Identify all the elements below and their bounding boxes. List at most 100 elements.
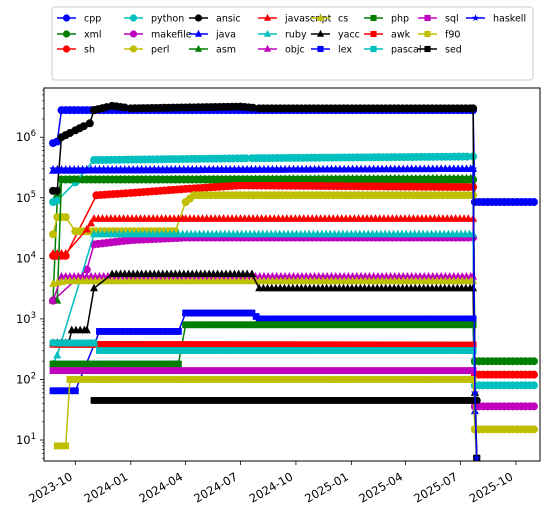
- data-point: [329, 321, 337, 329]
- data-point: [82, 164, 91, 173]
- data-point: [390, 164, 399, 173]
- data-point: [529, 402, 538, 411]
- data-point: [121, 347, 129, 354]
- data-point: [96, 367, 103, 374]
- data-point: [283, 321, 291, 329]
- data-point: [209, 164, 218, 173]
- data-point: [162, 397, 170, 404]
- data-point: [163, 360, 171, 368]
- data-point: [239, 341, 247, 349]
- data-point: [229, 397, 237, 404]
- data-point: [404, 367, 411, 374]
- data-point: [129, 376, 137, 383]
- data-point: [96, 376, 103, 383]
- data-point: [277, 367, 285, 374]
- data-point: [450, 376, 458, 383]
- data-point: [445, 164, 454, 173]
- data-point: [129, 367, 137, 374]
- data-point: [245, 321, 253, 329]
- data-point: [365, 315, 373, 323]
- data-point: [70, 376, 78, 383]
- data-point: [167, 376, 175, 383]
- data-point: [184, 164, 193, 173]
- data-point: [469, 104, 478, 113]
- data-point: [306, 347, 314, 354]
- data-point: [416, 376, 424, 383]
- data-point: [437, 315, 444, 323]
- data-point: [66, 339, 74, 347]
- data-point: [218, 367, 226, 374]
- data-point: [125, 376, 133, 383]
- data-point: [224, 321, 232, 329]
- legend-label: java: [215, 30, 236, 41]
- data-point: [231, 347, 238, 354]
- legend-label: xml: [84, 30, 102, 41]
- data-point: [353, 341, 361, 349]
- data-point: [340, 367, 348, 374]
- data-point: [317, 321, 325, 329]
- data-point: [332, 367, 340, 374]
- legend-label: haskell: [493, 14, 526, 25]
- y-tick-label: 105: [16, 190, 36, 205]
- data-point: [171, 367, 179, 374]
- data-point: [166, 397, 174, 404]
- data-point: [395, 341, 403, 349]
- data-point: [138, 376, 146, 383]
- data-point: [377, 397, 385, 404]
- data-point: [201, 367, 209, 374]
- data-point: [348, 315, 356, 323]
- data-point: [159, 328, 167, 335]
- data-point: [466, 397, 473, 404]
- data-point: [209, 341, 217, 349]
- data-point: [134, 360, 141, 368]
- data-point: [174, 328, 182, 335]
- data-point: [449, 397, 457, 404]
- data-point: [402, 397, 410, 404]
- data-point: [174, 397, 182, 404]
- data-point: [370, 341, 378, 349]
- data-point: [298, 341, 306, 349]
- data-point: [272, 315, 280, 323]
- data-point: [159, 347, 167, 354]
- data-point: [404, 376, 411, 383]
- data-point: [62, 360, 70, 368]
- data-point: [306, 341, 314, 349]
- data-point: [394, 315, 402, 323]
- data-point: [441, 347, 449, 354]
- legend-marker: [62, 45, 71, 53]
- data-point: [91, 360, 99, 368]
- data-point: [414, 321, 422, 329]
- legend-marker: [263, 13, 272, 21]
- data-point: [425, 347, 432, 354]
- data-point: [209, 347, 217, 354]
- x-tick-label: 2024-07: [191, 469, 240, 505]
- data-point: [315, 347, 323, 354]
- data-point: [450, 341, 458, 349]
- data-point: [222, 164, 230, 173]
- data-point: [298, 376, 306, 383]
- data-point: [117, 367, 124, 374]
- data-point: [91, 164, 100, 173]
- series-line-java: [53, 168, 478, 459]
- series-java: [49, 164, 481, 461]
- data-point: [184, 376, 192, 383]
- data-point: [264, 367, 272, 374]
- data-point: [344, 367, 352, 374]
- data-point: [454, 164, 463, 173]
- data-point: [264, 376, 272, 383]
- data-point: [196, 397, 203, 404]
- data-point: [429, 376, 437, 383]
- data-point: [291, 321, 299, 329]
- data-point: [112, 367, 120, 374]
- data-point: [407, 397, 414, 404]
- data-point: [155, 376, 162, 383]
- data-point: [104, 341, 112, 348]
- data-point: [432, 397, 440, 404]
- data-point: [456, 321, 464, 329]
- data-point: [180, 367, 188, 374]
- data-point: [469, 315, 477, 323]
- data-point: [378, 164, 387, 173]
- data-point: [432, 164, 441, 173]
- legend-entry-perl: perl: [124, 45, 169, 56]
- data-point: [142, 341, 150, 348]
